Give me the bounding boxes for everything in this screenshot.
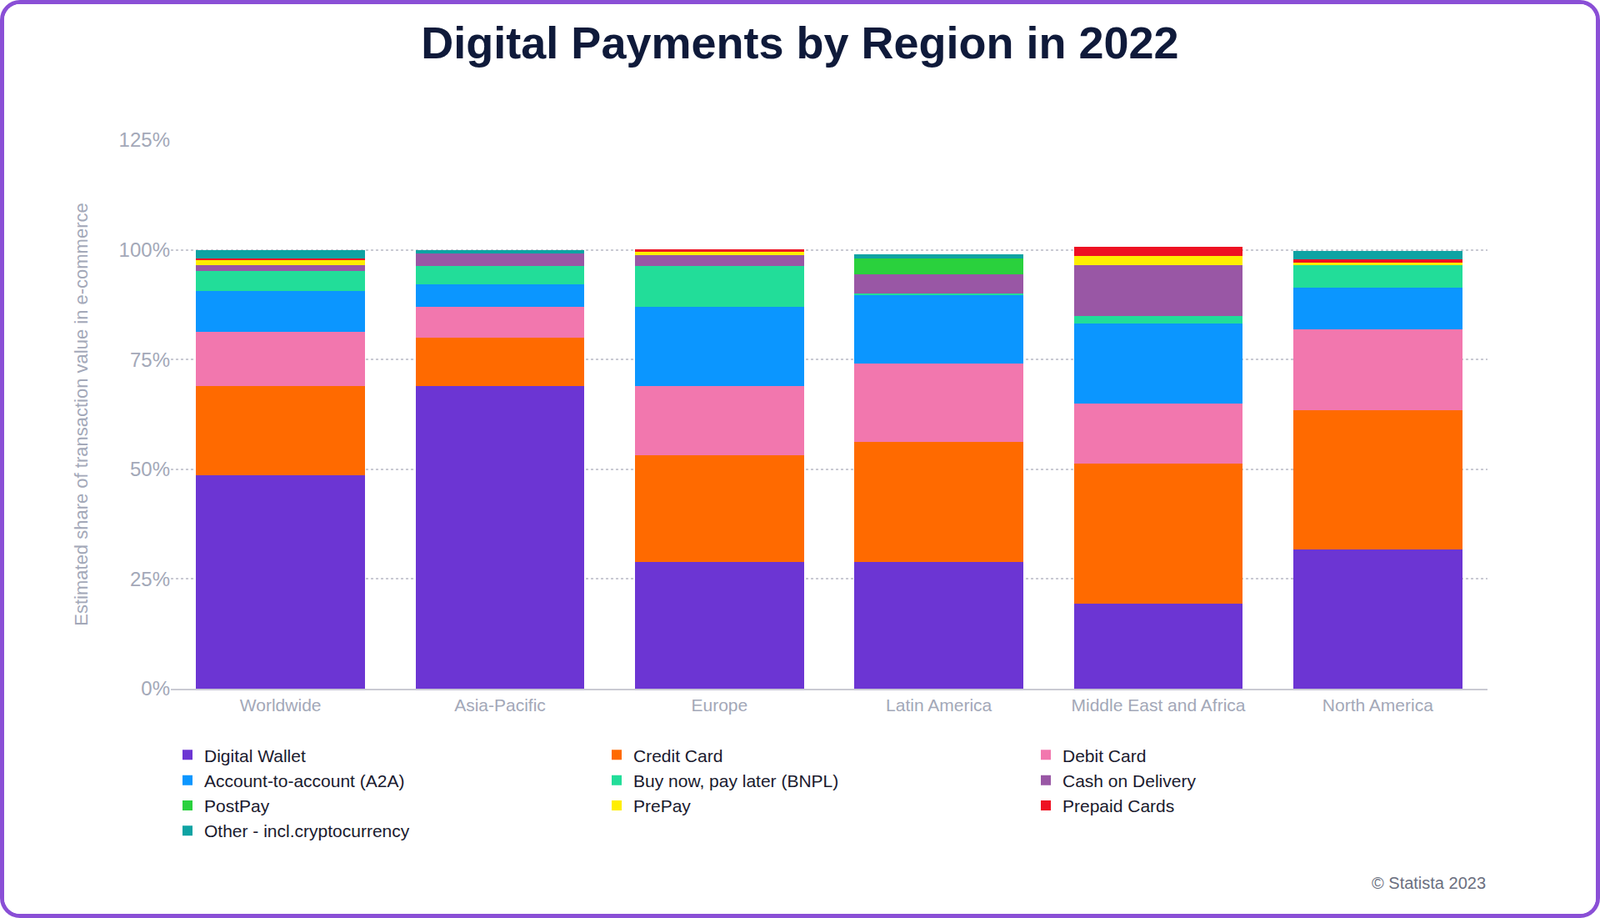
svg-text:0%: 0% [140,676,170,700]
svg-text:Middle East and Africa: Middle East and Africa [1071,695,1246,715]
svg-text:Worldwide: Worldwide [240,695,322,715]
svg-text:© Statista 2023: © Statista 2023 [1371,873,1486,892]
svg-text:North America: North America [1322,695,1434,715]
svg-text:Account-to-account (A2A): Account-to-account (A2A) [204,770,405,790]
svg-text:Europe: Europe [690,695,748,715]
svg-text:Asia-Pacific: Asia-Pacific [454,695,546,715]
svg-text:Digital Wallet: Digital Wallet [204,745,306,765]
svg-text:125%: 125% [119,128,170,151]
svg-text:PrePay: PrePay [633,795,691,815]
svg-text:Cash on Delivery: Cash on Delivery [1062,770,1196,790]
svg-text:50%: 50% [130,457,170,480]
svg-text:Estimated share of transaction: Estimated share of transaction value in … [70,202,92,625]
svg-text:Digital Payments by Region in: Digital Payments by Region in 2022 [420,17,1179,68]
svg-text:Buy now, pay later (BNPL): Buy now, pay later (BNPL) [633,770,839,790]
svg-text:25%: 25% [130,567,170,590]
svg-text:PostPay: PostPay [204,795,270,815]
svg-text:Latin America: Latin America [885,695,993,715]
svg-text:75%: 75% [130,348,170,371]
svg-text:Credit Card: Credit Card [633,745,723,765]
svg-text:Debit Card: Debit Card [1062,745,1146,765]
svg-text:Prepaid Cards: Prepaid Cards [1062,795,1175,815]
svg-text:100%: 100% [119,238,170,261]
svg-text:Other - incl.cryptocurrency: Other - incl.cryptocurrency [204,820,410,840]
